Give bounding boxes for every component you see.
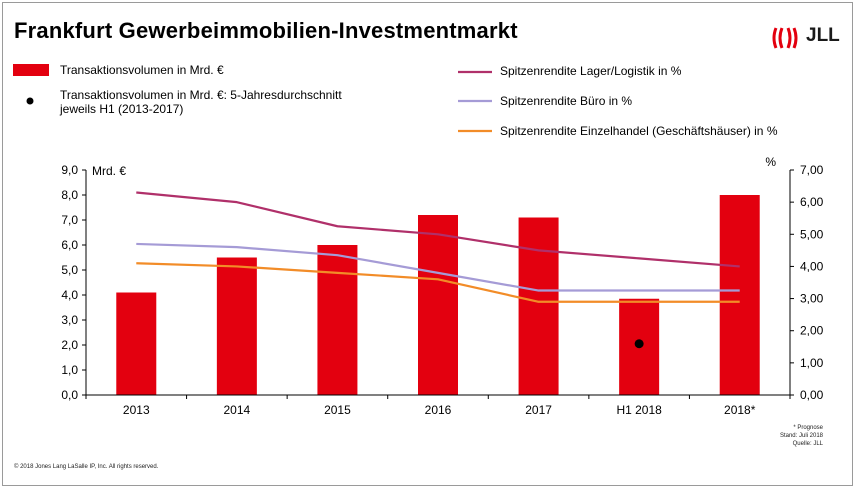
left-tick-label: 6,0 — [61, 238, 78, 252]
legend-lager-label: Spitzenrendite Lager/Logistik in % — [500, 64, 682, 78]
x-tick-label: 2013 — [123, 403, 150, 417]
right-tick-label: 6,00 — [800, 195, 824, 209]
left-tick-label: 8,0 — [61, 188, 78, 202]
left-tick-label: 0,0 — [61, 388, 78, 402]
right-tick-label: 5,00 — [800, 227, 824, 241]
right-tick-label: 1,00 — [800, 356, 824, 370]
left-axis-label: Mrd. € — [92, 164, 126, 178]
legend-bar-swatch — [13, 64, 49, 76]
left-tick-label: 1,0 — [61, 363, 78, 377]
footnote-quelle: Quelle: JLL — [792, 441, 823, 447]
x-tick-label: 2017 — [525, 403, 552, 417]
bar-2017 — [518, 217, 559, 395]
line-einzelhandel — [136, 262, 740, 303]
bar-2013 — [116, 292, 157, 395]
bar-2014 — [216, 257, 257, 395]
copyright: © 2018 Jones Lang LaSalle IP, Inc. All r… — [14, 464, 159, 470]
x-tick-label: 2016 — [425, 403, 452, 417]
legend-einzelhandel-label: Spitzenrendite Einzelhandel (Geschäftshä… — [500, 124, 778, 138]
left-tick-label: 2,0 — [61, 338, 78, 352]
footnote-prognose: * Prognose — [793, 425, 823, 431]
left-tick-label: 4,0 — [61, 288, 78, 302]
right-tick-label: 0,00 — [800, 388, 824, 402]
chart-title: Frankfurt Gewerbeimmobilien-Investmentma… — [14, 18, 518, 43]
x-tick-label: 2014 — [224, 403, 251, 417]
left-tick-label: 9,0 — [61, 163, 78, 177]
legend-dot-label: Transaktionsvolumen in Mrd. €: 5-Jahresd… — [60, 88, 342, 116]
right-tick-label: 4,00 — [800, 259, 824, 273]
left-tick-label: 3,0 — [61, 313, 78, 327]
right-tick-label: 7,00 — [800, 163, 824, 177]
right-axis-label: % — [765, 155, 776, 169]
x-tick-label: 2018* — [724, 403, 756, 417]
legend-bars-label: Transaktionsvolumen in Mrd. € — [60, 63, 224, 77]
left-tick-label: 5,0 — [61, 263, 78, 277]
right-tick-label: 3,00 — [800, 292, 824, 306]
x-tick-label: 2015 — [324, 403, 351, 417]
left-tick-label: 7,0 — [61, 213, 78, 227]
dot-average-h1 — [634, 339, 644, 349]
footnote-stand: Stand: Juli 2018 — [779, 433, 823, 439]
line-lager — [136, 191, 740, 268]
legend-dot-swatch — [26, 97, 34, 105]
line-buero — [136, 242, 740, 292]
x-tick-label: H1 2018 — [616, 403, 662, 417]
bar-2018 — [719, 195, 760, 395]
bar-2016 — [418, 215, 458, 395]
right-tick-label: 2,00 — [800, 324, 824, 338]
legend-buero-label: Spitzenrendite Büro in % — [500, 94, 633, 108]
jll-flame-logo-icon — [772, 27, 798, 49]
bar-2015 — [317, 245, 358, 395]
jll-logo-text: JLL — [806, 25, 840, 46]
